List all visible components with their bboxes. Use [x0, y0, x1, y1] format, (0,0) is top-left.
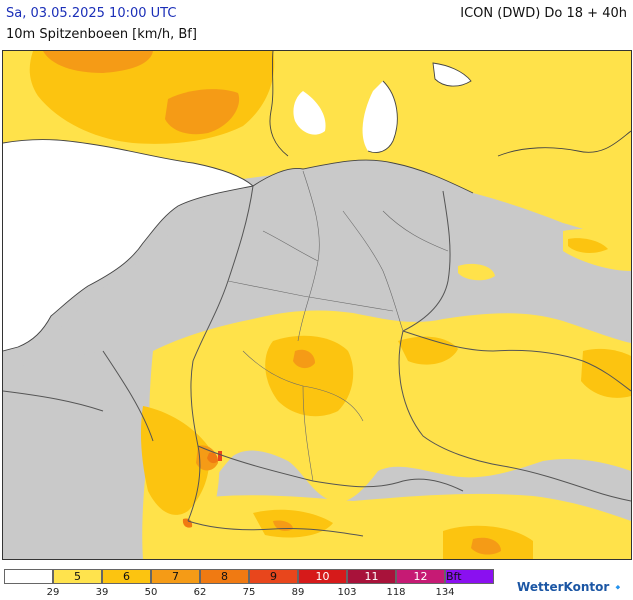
coastlines — [3, 51, 631, 352]
gust-forecast-map — [2, 50, 632, 560]
gust-zone-central-orange — [265, 335, 354, 417]
legend-threshold-2: 50 — [144, 587, 158, 598]
legend-threshold-0: 29 — [46, 587, 60, 598]
legend-threshold-6: 103 — [337, 587, 357, 598]
gust-zone-south-alps-yellow — [183, 493, 631, 559]
legend-box-3: 7 — [151, 569, 200, 584]
legend-box-0 — [4, 569, 53, 584]
legend-threshold-3: 62 — [193, 587, 207, 598]
legend-box-1: 5 — [53, 569, 102, 584]
legend-box-7: 11 — [347, 569, 396, 584]
state-borders — [227, 170, 449, 482]
legend-box-5: 9 — [249, 569, 298, 584]
brand-name: WetterKontor — [517, 580, 610, 594]
legend-threshold-7: 118 — [386, 587, 406, 598]
brand-logo: WetterKontor 🔹 — [517, 580, 625, 594]
map-canvas — [3, 51, 631, 559]
parameter-title: 10m Spitzenboeen [km/h, Bf] — [6, 27, 197, 42]
country-borders — [3, 185, 631, 537]
forecast-valid-time: Sa, 03.05.2025 10:00 UTC — [6, 6, 177, 21]
legend-box-8: 12 — [396, 569, 445, 584]
legend-box-2: 6 — [102, 569, 151, 584]
north-sea — [3, 139, 253, 351]
gust-zone-north-deep-orange — [165, 89, 240, 135]
legend-threshold-5: 89 — [291, 587, 305, 598]
legend-box-4: 8 — [200, 569, 249, 584]
legend-threshold-8: 134 — [435, 587, 455, 598]
legend-box-9: Bft — [445, 569, 494, 584]
model-run-label: ICON (DWD) Do 18 + 40h — [460, 6, 627, 21]
wind-logo-icon: 🔹 — [611, 580, 625, 594]
legend-threshold-4: 75 — [242, 587, 256, 598]
legend-threshold-1: 39 — [95, 587, 109, 598]
legend-box-6: 10 — [298, 569, 347, 584]
